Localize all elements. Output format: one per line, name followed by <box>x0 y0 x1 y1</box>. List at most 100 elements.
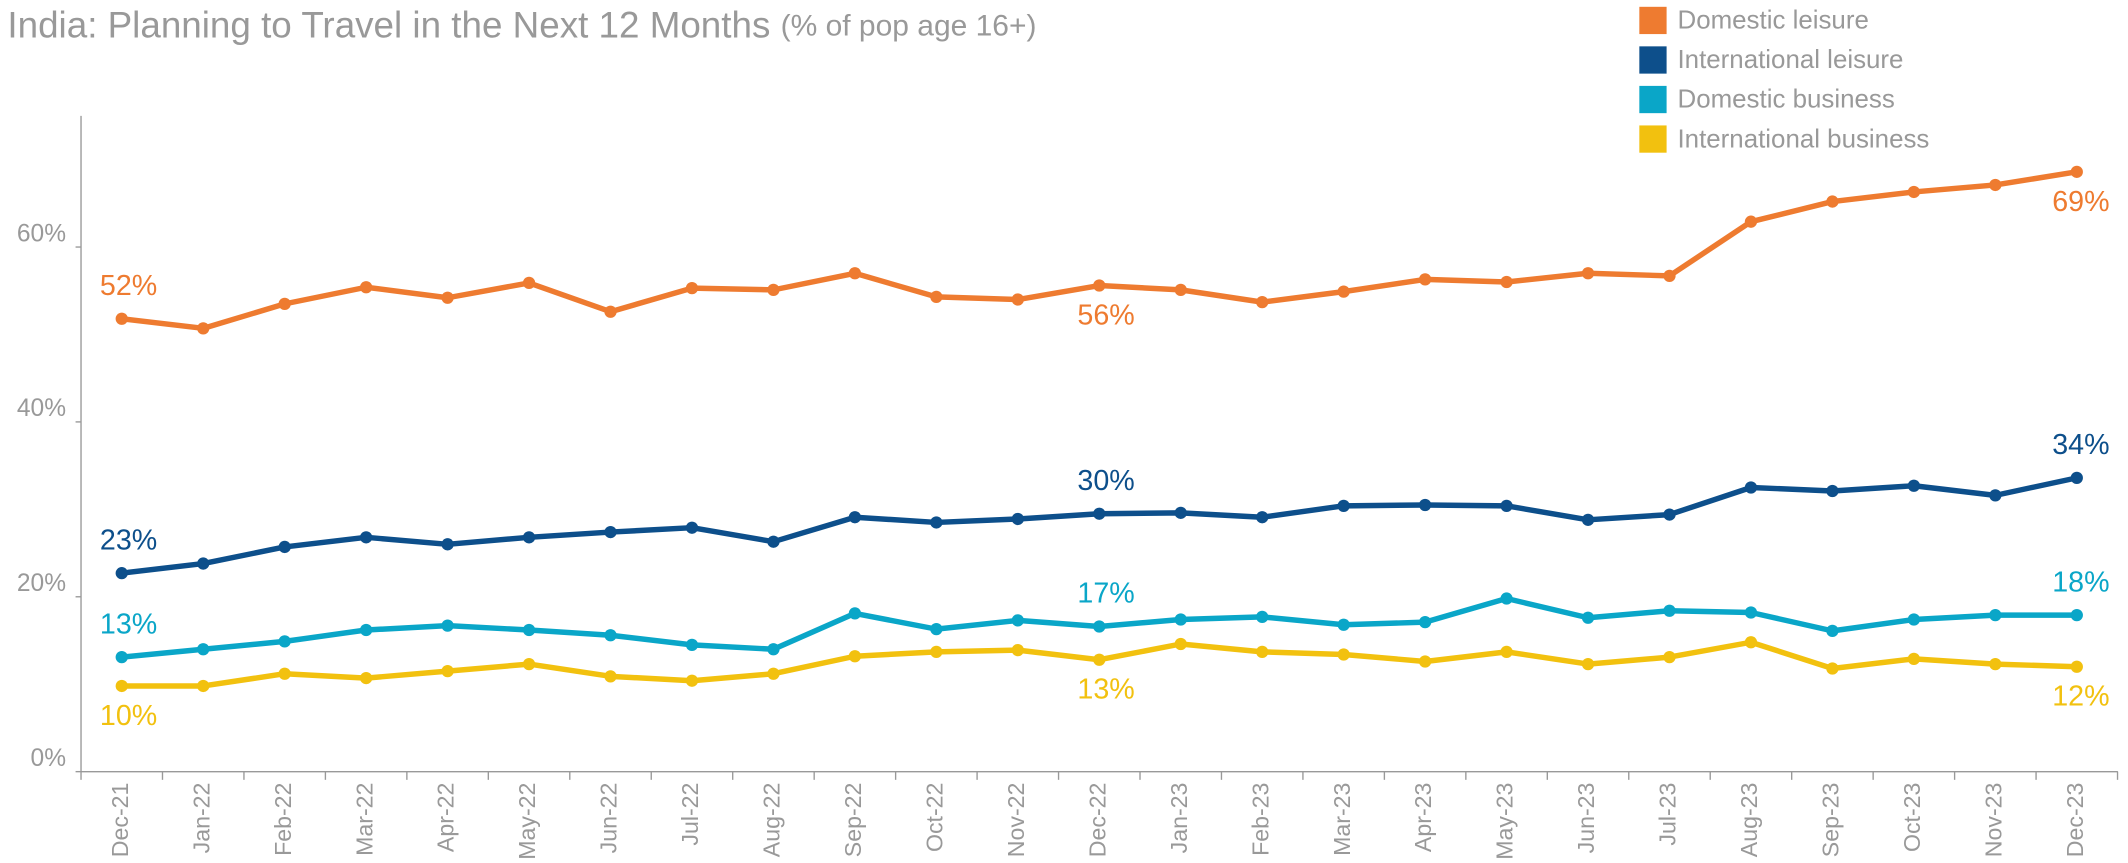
data-point <box>2070 660 2083 673</box>
data-point <box>1989 489 2002 502</box>
data-point <box>441 538 454 551</box>
data-point <box>1826 662 1839 675</box>
data-point <box>1174 506 1187 519</box>
x-tick-label: Apr-22 <box>433 783 459 853</box>
legend-label: International leisure <box>1678 46 1904 74</box>
data-point <box>1907 652 1921 665</box>
y-tick-label: 0% <box>31 745 66 772</box>
data-point <box>1581 611 1595 624</box>
x-tick-label: Jun-23 <box>1573 783 1599 854</box>
x-tick-label: Dec-23 <box>2062 783 2088 858</box>
data-point <box>1418 273 1432 286</box>
data-point <box>522 623 536 637</box>
data-label: 34% <box>2052 429 2109 461</box>
x-tick-label: Nov-22 <box>1003 783 1029 858</box>
chart-title: India: Planning to Travel in the Next 12… <box>7 4 1036 45</box>
x-tick-label: Apr-23 <box>1410 783 1436 853</box>
title: India: Planning to Travel in the Next 12… <box>7 4 770 45</box>
data-point <box>1744 636 1758 649</box>
data-point <box>1256 511 1269 524</box>
x-tick-label: Mar-23 <box>1329 783 1355 856</box>
data-point <box>1663 650 1676 664</box>
data-point <box>1663 508 1676 521</box>
x-tick-label: Oct-23 <box>1899 783 1925 853</box>
x-tick-label: Aug-22 <box>759 783 785 858</box>
x-tick-label: May-23 <box>1492 783 1518 860</box>
data-point <box>1826 624 1839 638</box>
data-point <box>1907 185 1921 199</box>
x-tick-label: Jul-22 <box>677 783 703 846</box>
x-tick-label: Feb-23 <box>1247 783 1273 856</box>
data-point <box>685 281 699 295</box>
data-point <box>1744 481 1758 494</box>
x-tick-label: Jun-22 <box>596 783 622 854</box>
data-label: 12% <box>2052 681 2109 713</box>
data-label: 17% <box>1077 578 1134 610</box>
data-point <box>1581 657 1595 671</box>
data-point <box>1663 269 1676 283</box>
x-tick-label: Sep-23 <box>1818 783 1844 858</box>
data-point <box>1256 610 1269 624</box>
data-point <box>441 291 454 304</box>
data-point <box>522 657 536 671</box>
data-point <box>1256 295 1269 309</box>
data-point <box>685 674 699 687</box>
data-point <box>278 297 291 311</box>
x-tick-label: Mar-22 <box>351 783 377 856</box>
data-point <box>1337 285 1350 298</box>
data-point <box>197 557 210 570</box>
data-point <box>930 516 943 529</box>
data-point <box>1500 499 1513 512</box>
data-point <box>115 650 128 664</box>
data-point <box>1500 275 1513 289</box>
data-point <box>115 312 128 325</box>
data-label: 10% <box>100 700 157 732</box>
data-point <box>2070 471 2083 485</box>
data-label: 23% <box>100 524 157 556</box>
data-point <box>197 643 210 656</box>
data-point <box>441 619 454 632</box>
data-point <box>1093 279 1106 292</box>
x-tick-label: Dec-21 <box>107 783 133 858</box>
data-point <box>767 283 780 297</box>
data-label: 18% <box>2052 566 2109 598</box>
legend-label: Domestic business <box>1678 86 1895 114</box>
data-point <box>360 281 373 294</box>
data-point <box>848 650 862 663</box>
data-label: 13% <box>100 608 157 640</box>
data-point <box>1174 613 1187 626</box>
x-tick-label: Sep-22 <box>840 783 866 858</box>
data-point <box>1907 613 1921 626</box>
data-point <box>522 531 536 544</box>
data-point <box>604 670 617 683</box>
subtitle: (% of pop age 16+) <box>781 9 1037 42</box>
data-point <box>278 540 291 554</box>
legend-swatch <box>1639 46 1667 74</box>
data-point <box>1093 507 1106 520</box>
data-point <box>2070 165 2083 178</box>
data-point <box>1011 643 1024 657</box>
data-point <box>1907 479 1921 492</box>
x-tick-label: Jul-23 <box>1655 783 1681 846</box>
data-point <box>278 667 291 680</box>
data-point <box>1418 655 1432 668</box>
data-point <box>1744 215 1758 228</box>
x-tick-label: Nov-23 <box>1980 783 2006 858</box>
data-point <box>1663 604 1676 617</box>
data-point <box>1174 283 1187 297</box>
legend-swatch <box>1639 6 1667 35</box>
data-point <box>115 567 128 580</box>
y-tick-label: 40% <box>17 395 66 422</box>
data-point <box>1744 606 1758 619</box>
data-label: 56% <box>1077 299 1134 331</box>
data-point <box>1826 484 1839 498</box>
data-point <box>767 667 780 680</box>
data-point <box>1011 614 1024 627</box>
data-point <box>685 521 699 534</box>
data-point <box>1581 513 1595 526</box>
data-point <box>441 664 454 678</box>
x-tick-label: Oct-22 <box>921 783 947 853</box>
data-point <box>1989 609 2002 622</box>
data-point <box>360 671 373 685</box>
